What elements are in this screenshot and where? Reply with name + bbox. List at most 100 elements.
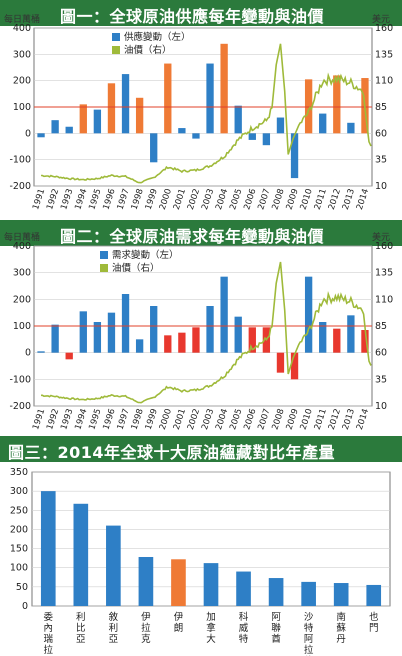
y-tick-label: 50 (16, 582, 28, 593)
x-tick-label: 加拿大 (206, 612, 216, 645)
y-right-tick-label: 110 (375, 76, 393, 87)
y-right-tick-label: 160 (375, 241, 393, 252)
y-left-tick-label: 200 (13, 76, 31, 87)
y-right-tick-label: 160 (375, 23, 393, 34)
y-right-tick-label: 60 (375, 348, 387, 359)
x-tick-label: 伊拉克 (141, 611, 151, 645)
oil-price-line (41, 261, 372, 404)
y-right-tick-label: 110 (375, 294, 393, 305)
bar (37, 351, 45, 353)
y-left-tick-label: 300 (13, 268, 31, 279)
bar (107, 83, 116, 134)
bar (333, 75, 341, 134)
chart-title: 圖二：全球原油需求每年變動與油價 (60, 227, 325, 246)
reserves-chart: 350 300 250 200 150 100 50 0 委內瑞拉 利比亞 敘利亞 伊拉克 伊朗 加拿大 科… (10, 467, 391, 656)
bar (150, 133, 158, 163)
bar (366, 584, 382, 606)
legend-swatch (100, 264, 108, 272)
y-left-tick-label: 100 (13, 321, 31, 332)
bar (138, 556, 154, 606)
y-left-tick-label: 300 (13, 49, 31, 60)
bar (79, 311, 87, 353)
bar (234, 105, 242, 134)
bar (65, 126, 73, 134)
y-tick-label: 150 (10, 544, 28, 555)
y-right-tick-label: 35 (375, 155, 387, 166)
y-right-tick-label: 10 (375, 181, 387, 192)
x-tick-label: 阿聯酋 (271, 612, 281, 645)
y-tick-label: 350 (10, 467, 28, 478)
demand-chart: 400 300 200 100 0 -100 -200 160 135 110 85 60 35 10 需求… (9, 241, 393, 432)
y-tick-label: 100 (10, 563, 28, 574)
x-tick-label: 南蘇丹 (336, 611, 346, 645)
y-right-tick-label: 85 (375, 321, 387, 332)
y-right-tick-label: 35 (375, 374, 387, 385)
legend-swatch (100, 251, 108, 259)
bar (333, 328, 341, 353)
bar (203, 563, 219, 606)
legend-label: 供應變動（左） (124, 31, 191, 43)
bar (51, 324, 59, 353)
y-right-tick-label: 135 (375, 268, 393, 279)
chart-panel-reserves: 圖三：2014年全球十大原油蘊藏對比年產量 350 300 250 200 150 100… (0, 436, 402, 656)
y-left-tick-label: 0 (25, 348, 31, 359)
bar (178, 128, 186, 134)
oil-price-line (41, 43, 372, 184)
bar (192, 327, 200, 353)
y-left-tick-label: -100 (9, 374, 31, 385)
chart-title-bar: 圖一：全球原油供應每年變動與油價 (0, 0, 402, 26)
bar (361, 330, 369, 353)
legend-label: 油價（右） (112, 262, 160, 274)
bar (236, 571, 251, 606)
x-tick-label: 2014 (355, 188, 371, 212)
chart-title: 圖三：2014年全球十大原油蘊藏對比年產量 (8, 443, 336, 462)
bar (319, 322, 327, 353)
left-axis-unit: 每日萬桶 (4, 15, 41, 25)
bar (73, 503, 89, 606)
y-tick-label: 300 (10, 486, 28, 497)
chart-panel-supply: 圖一：全球原油供應每年變動與油價 每日萬桶 美元 400 300 200 100 0 -1… (0, 0, 402, 218)
x-tick-label: 2014 (355, 408, 371, 432)
y-left-tick-label: -200 (9, 401, 31, 412)
bar (276, 117, 285, 134)
bar (206, 63, 214, 134)
legend-label: 油價（右） (124, 44, 172, 56)
bar (248, 133, 256, 140)
bar (40, 491, 56, 606)
bar (135, 97, 144, 134)
chart-title: 圖一：全球原油供應每年變動與油價 (60, 7, 325, 26)
bar (347, 122, 355, 134)
bar (107, 312, 116, 353)
bar (319, 113, 327, 134)
bar (262, 133, 271, 146)
bar (164, 63, 172, 134)
chart-title-bar: 圖二：全球原油需求每年變動與油價 (0, 220, 402, 246)
bar (276, 352, 285, 373)
x-tick-label: 敘利亞 (109, 611, 119, 645)
bar (79, 104, 87, 134)
bar (150, 306, 158, 353)
x-tick-label: 沙特阿拉伯 (304, 612, 314, 656)
chart-panel-demand: 圖二：全球原油需求每年變動與油價 每日萬桶 美元 400 300 200 100 0 -1… (0, 218, 402, 432)
x-tick-label: 委內瑞拉 (44, 611, 54, 656)
bar (93, 109, 102, 134)
legend-swatch (112, 46, 120, 54)
right-axis-unit: 美元 (372, 15, 391, 25)
bar (304, 276, 313, 353)
bar (51, 120, 59, 134)
right-axis-unit: 美元 (372, 233, 391, 243)
bar (234, 316, 242, 353)
y-left-tick-label: 400 (13, 23, 31, 34)
bar (304, 79, 313, 134)
chart-title-bar: 圖三：2014年全球十大原油蘊藏對比年產量 (0, 436, 402, 462)
y-left-tick-label: -200 (9, 181, 31, 192)
x-tick-label: 科威特 (239, 611, 249, 645)
y-left-tick-label: 100 (13, 102, 31, 113)
plot-frame (31, 471, 391, 607)
y-right-tick-label: 135 (375, 49, 393, 60)
bar (164, 335, 172, 353)
x-tick-label: 利比亞 (76, 611, 86, 645)
y-tick-label: 0 (22, 601, 28, 612)
y-left-tick-label: 0 (25, 128, 31, 139)
bar (333, 583, 349, 606)
